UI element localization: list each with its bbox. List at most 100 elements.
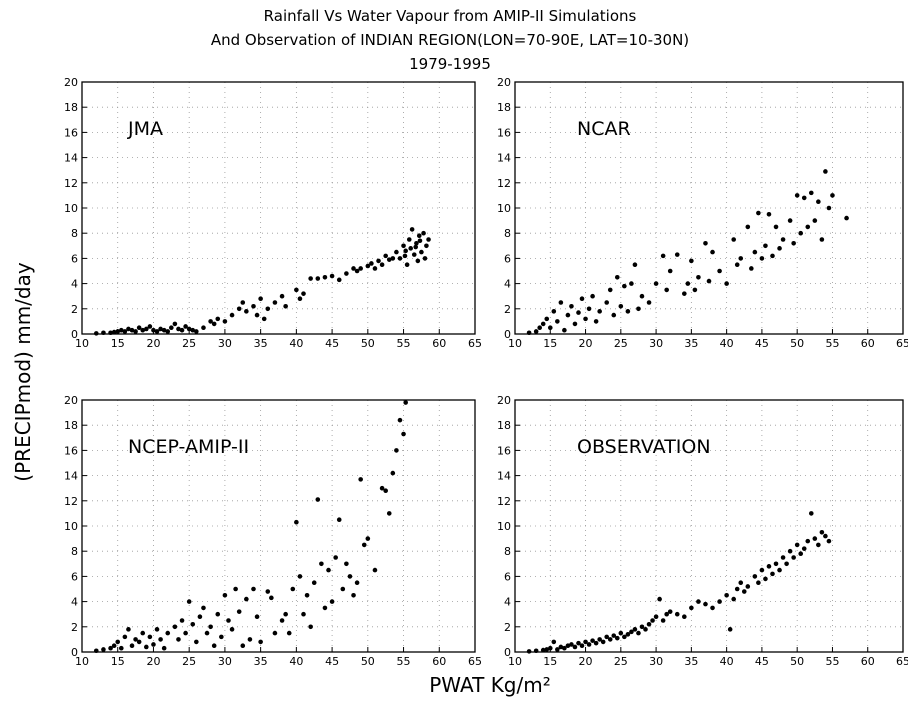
- y-tick-label: 10: [64, 202, 78, 215]
- data-point: [826, 205, 832, 211]
- data-point: [151, 327, 156, 333]
- data-point: [236, 306, 242, 312]
- data-point: [646, 300, 652, 305]
- data-point: [586, 306, 592, 312]
- y-tick-label: 8: [504, 227, 511, 240]
- data-point: [629, 629, 634, 635]
- data-point: [424, 243, 429, 249]
- data-point: [763, 243, 768, 249]
- data-point: [215, 316, 221, 322]
- data-point: [791, 240, 796, 246]
- data-point: [734, 262, 740, 268]
- data-point: [727, 627, 733, 632]
- data-point: [365, 536, 371, 541]
- x-tick-label: 35: [684, 655, 698, 668]
- data-point: [158, 637, 163, 642]
- data-point: [685, 281, 691, 286]
- data-point: [379, 262, 385, 268]
- data-point: [780, 237, 786, 242]
- y-tick-label: 18: [64, 101, 78, 114]
- y-tick-label: 2: [504, 303, 511, 316]
- data-point: [204, 630, 210, 636]
- data-point: [115, 329, 121, 334]
- data-point: [336, 517, 342, 522]
- data-point: [629, 281, 634, 286]
- data-point: [696, 599, 701, 604]
- title-line-2: And Observation of INDIAN REGION(LON=70-…: [211, 31, 689, 49]
- data-point: [724, 593, 729, 598]
- data-point: [194, 639, 199, 645]
- data-point: [229, 627, 235, 632]
- data-point: [749, 266, 754, 271]
- data-point: [710, 605, 715, 611]
- data-point: [247, 637, 253, 642]
- data-point: [376, 258, 381, 264]
- data-point: [819, 530, 825, 535]
- x-tick-label: 25: [614, 655, 628, 668]
- data-point: [172, 321, 178, 327]
- data-point: [283, 611, 288, 617]
- data-point: [419, 249, 424, 255]
- y-tick-label: 14: [64, 470, 78, 483]
- data-point: [329, 273, 335, 279]
- data-point: [108, 645, 113, 651]
- data-point: [179, 327, 185, 333]
- data-point: [258, 296, 263, 302]
- data-point: [126, 326, 131, 332]
- data-point: [752, 249, 758, 255]
- x-tick-label: 25: [614, 337, 628, 350]
- data-point: [122, 634, 128, 640]
- data-point: [161, 327, 167, 333]
- data-point: [129, 327, 135, 333]
- x-tick-label: 50: [790, 655, 804, 668]
- data-point: [136, 639, 142, 645]
- x-tick-label: 45: [325, 655, 339, 668]
- data-point: [745, 584, 751, 589]
- data-point: [562, 327, 567, 333]
- data-point: [551, 309, 557, 314]
- data-point: [354, 580, 360, 585]
- panel-ncar: 10 15 20 25 30 35 40 45 50 55 60 65 0 2 4 6 8 10 12 14 16 18 2…: [497, 76, 908, 350]
- data-point: [590, 638, 595, 643]
- x-tick-label: 20: [146, 337, 160, 350]
- data-point: [770, 571, 775, 577]
- data-point: [607, 637, 613, 642]
- x-tick-label: 35: [684, 337, 698, 350]
- data-point: [805, 538, 811, 544]
- x-tick-label: 15: [111, 337, 125, 350]
- x-tick-label: 35: [254, 655, 268, 668]
- data-point: [664, 287, 669, 293]
- data-point: [808, 511, 814, 516]
- data-point: [351, 593, 356, 598]
- data-point: [211, 321, 217, 327]
- y-tick-label: 20: [64, 76, 78, 89]
- data-point: [401, 431, 406, 437]
- data-point: [319, 561, 324, 567]
- data-point: [369, 261, 374, 266]
- data-point: [593, 319, 599, 324]
- data-point: [731, 596, 736, 602]
- data-point: [766, 212, 772, 217]
- y-tick-label: 4: [504, 278, 511, 291]
- data-point: [394, 249, 399, 255]
- data-point: [261, 316, 267, 322]
- data-point: [636, 306, 641, 312]
- y-tick-label: 16: [64, 444, 78, 457]
- data-point: [401, 243, 406, 249]
- data-point: [812, 218, 818, 223]
- data-point: [254, 614, 260, 620]
- data-point: [844, 215, 849, 221]
- data-point: [738, 256, 744, 261]
- data-point: [611, 633, 617, 638]
- data-point: [731, 237, 736, 242]
- x-tick-label: 15: [543, 655, 557, 668]
- data-point: [93, 331, 99, 336]
- y-tick-label: 10: [497, 520, 511, 533]
- data-point: [183, 324, 188, 329]
- x-tick-label: 35: [254, 337, 268, 350]
- data-point: [650, 618, 655, 623]
- plot-frame: [514, 81, 904, 335]
- data-point: [674, 611, 680, 617]
- data-point: [169, 325, 174, 331]
- data-point: [682, 291, 687, 296]
